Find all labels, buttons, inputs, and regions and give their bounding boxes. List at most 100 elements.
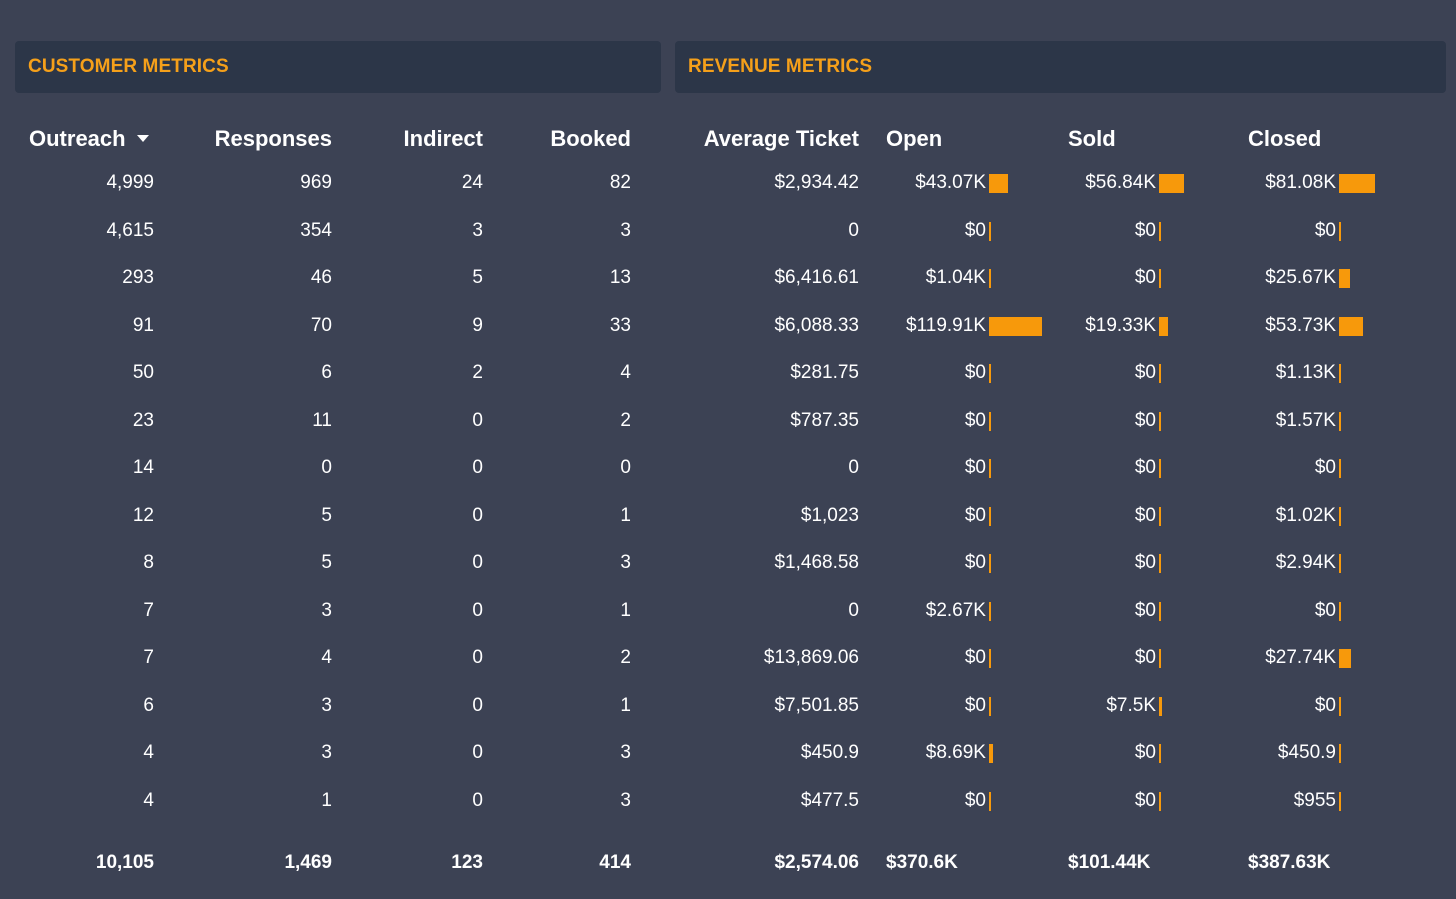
metrics-table-body[interactable]: 4,999 969 24 82 $2,934.42 $43.07K $56.84K $81.0… — [0, 160, 1456, 839]
bar-closed — [1339, 221, 1341, 241]
cell-closed: $0 — [1314, 219, 1336, 241]
column-header-closed[interactable]: Closed — [1248, 126, 1322, 151]
column-header-outreach[interactable]: Outreach — [29, 124, 169, 154]
cell-indirect: 3 — [472, 219, 483, 241]
customer-metrics-title: CUSTOMER METRICS — [28, 56, 229, 77]
cell-closed: $1.02K — [1275, 504, 1336, 526]
cell-indirect: 0 — [472, 599, 483, 621]
cell-sold: $0 — [1134, 267, 1156, 288]
column-header-open[interactable]: Open — [886, 126, 943, 151]
cell-outreach: 91 — [132, 314, 154, 336]
cell-open: $0 — [964, 789, 986, 811]
cell-closed: $0 — [1314, 599, 1336, 621]
cell-outreach: 14 — [132, 457, 154, 478]
cell-open: $0 — [964, 409, 986, 431]
cell-closed: $2.94K — [1275, 552, 1336, 573]
table-row[interactable]: 12 5 0 1 $1,023 $0 $0 $1.02K — [0, 493, 1456, 541]
table-row[interactable]: 8 5 0 3 $1,468.58 $0 $0 $2.94K — [0, 540, 1456, 588]
column-header-indirect[interactable]: Indirect — [403, 126, 483, 151]
cell-indirect: 9 — [472, 314, 483, 336]
column-header-responses[interactable]: Responses — [214, 126, 332, 151]
table-row[interactable]: 91 70 9 33 $6,088.33 $119.91K $19.33K $53.73K — [0, 303, 1456, 351]
cell-responses: 969 — [300, 172, 332, 193]
bar-sold — [1159, 506, 1161, 526]
bar-closed — [1339, 554, 1341, 573]
cell-responses: 5 — [321, 552, 332, 573]
bar-sold — [1159, 221, 1161, 241]
bar-sold — [1159, 554, 1161, 573]
bar-open — [989, 554, 991, 573]
cell-open: $0 — [964, 647, 986, 668]
bar-open — [989, 744, 993, 763]
cell-open: $1.04K — [925, 267, 986, 288]
cell-avg-ticket: $1,468.58 — [774, 552, 859, 573]
cell-booked: 3 — [620, 789, 631, 811]
bar-sold — [1159, 459, 1161, 478]
cell-closed: $1.13K — [1275, 362, 1336, 383]
cell-sold: $56.84K — [1085, 172, 1156, 193]
bar-open — [989, 221, 991, 241]
cell-responses: 3 — [321, 742, 332, 763]
cell-avg-ticket: 0 — [848, 457, 859, 478]
table-row[interactable]: 6 3 0 1 $7,501.85 $0 $7.5K $0 — [0, 683, 1456, 731]
cell-avg-ticket: $477.5 — [800, 789, 859, 811]
table-row-partial[interactable] — [0, 825, 1456, 839]
cell-booked: 3 — [620, 552, 631, 573]
sort-descending-icon[interactable] — [136, 134, 149, 142]
table-row[interactable]: 23 11 0 2 $787.35 $0 $0 $1.57K — [0, 398, 1456, 446]
cell-responses: 6 — [321, 362, 332, 383]
cell-avg-ticket: $6,088.33 — [774, 314, 859, 336]
table-row[interactable]: 293 46 5 13 $6,416.61 $1.04K $0 $25.67K — [0, 255, 1456, 303]
bar-closed — [1339, 269, 1351, 288]
cell-sold: $0 — [1134, 599, 1156, 621]
cell-sold: $0 — [1134, 789, 1156, 811]
cell-responses: 70 — [310, 314, 332, 336]
cell-closed: $1.57K — [1275, 409, 1336, 431]
cell-outreach: 4 — [143, 789, 154, 811]
bar-sold — [1159, 649, 1161, 668]
bar-sold — [1159, 316, 1168, 336]
cell-booked: 3 — [620, 219, 631, 241]
table-row[interactable]: 50 6 2 4 $281.75 $0 $0 $1.13K — [0, 350, 1456, 398]
cell-booked: 82 — [609, 172, 631, 193]
bar-open — [989, 364, 991, 383]
cell-avg-ticket: $1,023 — [800, 504, 859, 526]
cell-sold: $0 — [1134, 742, 1156, 763]
cell-booked: 0 — [620, 457, 631, 478]
cell-open: $119.91K — [906, 314, 986, 336]
column-header-average-ticket[interactable]: Average Ticket — [703, 126, 859, 151]
bar-closed — [1339, 506, 1341, 526]
bar-closed — [1339, 791, 1341, 811]
table-row[interactable]: 14 0 0 0 0 $0 $0 $0 — [0, 445, 1456, 493]
cell-outreach: 4,615 — [106, 219, 154, 241]
cell-avg-ticket: 0 — [848, 219, 859, 241]
table-row[interactable]: 4,615 354 3 3 0 $0 $0 $0 — [0, 208, 1456, 256]
column-header-booked[interactable]: Booked — [550, 126, 631, 151]
cell-closed: $0 — [1314, 457, 1336, 478]
table-row[interactable]: 4 1 0 3 $477.5 $0 $0 $955 — [0, 778, 1456, 826]
column-header-sold[interactable]: Sold — [1068, 126, 1116, 151]
table-row[interactable]: 7 3 0 1 0 $2.67K $0 $0 — [0, 588, 1456, 636]
total-outreach: 10,105 — [95, 852, 154, 873]
cell-outreach: 8 — [143, 552, 154, 573]
cell-sold: $0 — [1134, 457, 1156, 478]
total-sold: $101.44K — [1068, 852, 1151, 873]
bar-sold — [1159, 174, 1185, 193]
cell-indirect: 0 — [472, 694, 483, 716]
cell-open: $0 — [964, 694, 986, 716]
total-closed: $387.63K — [1248, 852, 1331, 873]
bar-closed — [1339, 744, 1341, 763]
bar-sold — [1159, 411, 1161, 431]
table-row[interactable]: 7 4 0 2 $13,869.06 $0 $0 $27.74K — [0, 635, 1456, 683]
cell-sold: $0 — [1134, 552, 1156, 573]
cell-booked: 1 — [620, 504, 631, 526]
column-header-outreach-label: Outreach — [29, 126, 126, 151]
bar-closed — [1339, 316, 1363, 336]
table-row[interactable]: 4,999 969 24 82 $2,934.42 $43.07K $56.84K $81.0… — [0, 160, 1456, 208]
table-row[interactable]: 4 3 0 3 $450.9 $8.69K $0 $450.9 — [0, 730, 1456, 778]
cell-sold: $7.5K — [1106, 694, 1156, 716]
cell-open: $0 — [964, 362, 986, 383]
bar-open — [989, 506, 991, 526]
bar-sold — [1159, 269, 1161, 288]
cell-booked: 4 — [620, 362, 631, 383]
